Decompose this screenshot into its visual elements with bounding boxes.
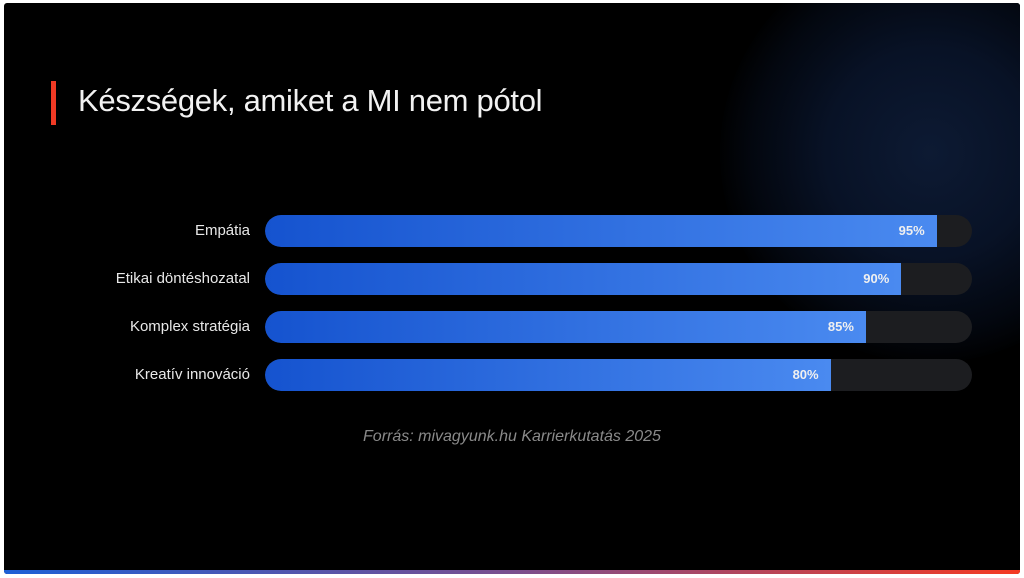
page-title: Készségek, amiket a MI nem pótol	[78, 83, 543, 118]
background-glow	[720, 3, 1020, 363]
data-label: 90%	[863, 271, 890, 286]
bar-row: Etikai döntéshozatal 90%	[4, 263, 1020, 295]
bar-row: Komplex stratégia 85%	[4, 311, 1020, 343]
category-label: Etikai döntéshozatal	[115, 270, 250, 287]
category-label: Empátia	[194, 222, 250, 239]
bottom-gradient-bar	[4, 570, 1020, 574]
bar-track: 95%	[265, 215, 972, 247]
bar-track: 90%	[265, 263, 972, 295]
bar: 95%	[265, 215, 937, 247]
slide: Készségek, amiket a MI nem pótol Empátia…	[4, 3, 1020, 574]
data-label: 95%	[898, 223, 925, 238]
data-label: 85%	[827, 319, 854, 334]
bar-row: Empátia 95%	[4, 215, 1020, 247]
category-label: Komplex stratégia	[129, 318, 250, 335]
source-note: Forrás: mivagyunk.hu Karrierkutatás 2025	[363, 428, 661, 445]
bar-row: Kreatív innováció 80%	[4, 359, 1020, 391]
title-accent-bar	[51, 81, 56, 125]
bar: 85%	[265, 311, 866, 343]
bar: 80%	[265, 359, 831, 391]
bar-track: 85%	[265, 311, 972, 343]
bar-track: 80%	[265, 359, 972, 391]
category-label: Kreatív innováció	[134, 366, 250, 383]
data-label: 80%	[792, 367, 819, 382]
bar: 90%	[265, 263, 902, 295]
